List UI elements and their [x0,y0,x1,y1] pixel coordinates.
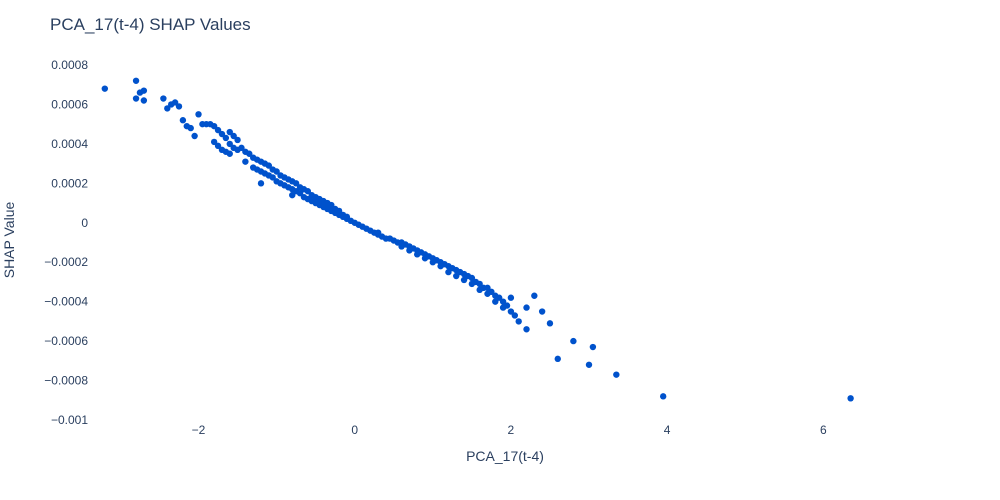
scatter-point [523,304,530,311]
scatter-point [269,174,276,181]
scatter-point [515,318,522,325]
scatter-point [453,272,460,280]
scatter-point [507,308,515,315]
y-tick-label: −0.001 [51,413,88,427]
scatter-point [292,180,300,187]
scatter-point [234,136,241,144]
scatter-point [503,302,511,309]
scatter-point [238,144,245,152]
scatter-point [847,395,854,402]
scatter-point [523,326,530,333]
y-tick-label: 0.0006 [51,97,88,111]
scatter-point [511,312,519,319]
scatter-point [132,77,140,84]
scatter-point [546,320,554,327]
scatter-point [171,99,179,106]
scatter-point [214,126,222,134]
scatter-point [499,298,507,305]
y-axis-ticks: 0.0008 0.0006 0.0004 0.0002 0 −0.0002 −0.0004 −… [44,58,88,427]
y-axis-title: SHAP Value [1,202,17,279]
scatter-point [538,308,546,315]
chart-title: PCA_17(t-4) SHAP Values [50,15,251,34]
scatter-point [210,122,218,130]
x-tick-label: 4 [664,423,671,437]
x-tick-label: 6 [820,423,827,437]
scatter-point [242,158,249,165]
scatter-point [589,343,597,351]
scatter-point [445,268,452,276]
scatter-point [468,274,476,282]
scatter-point [613,371,620,378]
y-tick-label: 0.0004 [51,137,88,151]
scatter-point [195,111,202,118]
y-tick-label: −0.0004 [44,295,88,309]
scatter-point [531,292,538,299]
scatter-point [296,189,304,197]
scatter-point [289,191,296,199]
scatter-point [214,142,222,150]
scatter-point [230,132,237,140]
scatter-point [328,201,335,209]
scatter-point [488,288,495,296]
scatter-point [460,276,468,284]
scatter-point [101,85,109,92]
scatter-point [585,361,593,368]
scatter-point [265,162,273,169]
scatter-point [257,180,265,187]
scatter-point [140,87,148,94]
scatter-point [132,95,140,102]
scatter-point [226,140,233,148]
scatter-point [659,393,667,400]
scatter-point [374,229,382,236]
x-axis-title: PCA_17(t-4) [466,448,544,464]
x-tick-label: 2 [508,423,515,437]
scatter-point [140,97,148,104]
scatter-point [226,128,233,136]
scatter-point [187,124,194,132]
y-tick-label: 0.0008 [51,58,88,72]
scatter-point [191,132,198,140]
x-tick-label: 0 [351,423,358,437]
y-tick-label: −0.0006 [44,334,88,348]
scatter-point [226,150,233,157]
scatter-point [495,294,503,301]
scatter-point [160,95,167,102]
scatter-point [246,150,253,157]
scatter-point [222,134,230,142]
data-points [101,77,854,402]
y-tick-label: 0.0002 [51,176,88,190]
x-tick-label: −2 [192,423,206,437]
x-axis-ticks: −2 0 2 4 6 [192,423,827,437]
scatter-point [210,138,218,146]
scatter-point [164,105,171,112]
y-tick-label: −0.0008 [44,374,88,388]
y-tick-label: 0 [81,216,88,230]
scatter-point [304,188,312,195]
scatter-point [476,280,483,288]
scatter-point [570,337,577,345]
scatter-point [179,117,187,124]
scatter-point [175,103,183,110]
scatter-point [492,298,499,305]
scatter-point [273,168,280,175]
scatter-point [554,355,561,363]
scatter-point [484,284,491,292]
scatter-point [218,130,226,138]
y-tick-label: −0.0002 [44,255,88,269]
scatter-point [507,294,515,301]
